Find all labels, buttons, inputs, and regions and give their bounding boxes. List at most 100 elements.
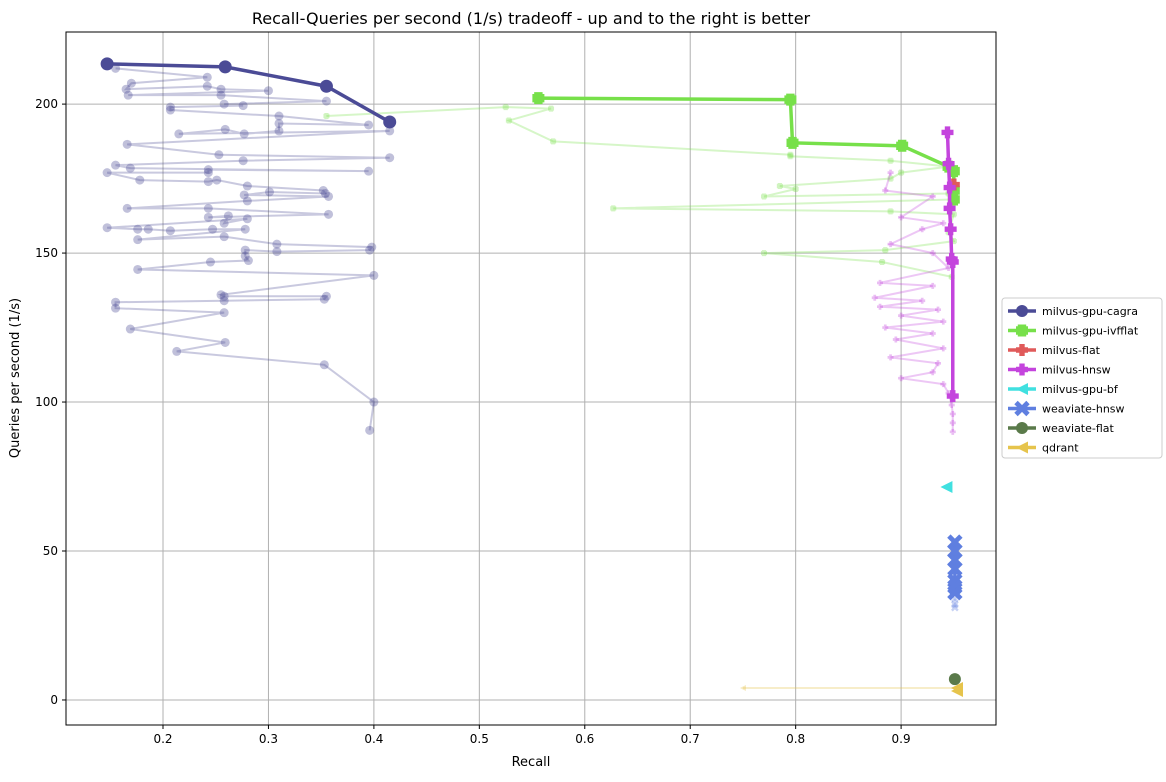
milvus-hnsw-all-point	[929, 369, 936, 376]
milvus-gpu-cagra-all-point	[220, 337, 230, 347]
milvus-gpu-cagra-all-point	[203, 177, 213, 187]
legend-marker-weaviate-hnsw	[1014, 400, 1030, 417]
milvus-hnsw-all-point	[935, 360, 942, 367]
milvus-gpu-cagra-all-point	[223, 211, 233, 221]
milvus-gpu-cagra-all-point	[240, 251, 250, 261]
qdrant-all-point	[739, 685, 746, 692]
x-tick-label: 0.9	[892, 732, 911, 746]
milvus-gpu-cagra-all-point	[203, 168, 213, 178]
milvus-gpu-ivfflat-all-point	[792, 186, 799, 193]
milvus-gpu-cagra-all-point	[203, 212, 213, 222]
milvus-gpu-cagra-all-point	[367, 242, 377, 252]
milvus-gpu-ivfflat-all-point	[505, 117, 512, 124]
milvus-gpu-cagra-all-point	[369, 270, 379, 280]
milvus-gpu-cagra-all-point	[219, 308, 229, 318]
chart-title: Recall-Queries per second (1/s) tradeoff…	[252, 9, 811, 28]
milvus-gpu-cagra-all-point	[220, 124, 230, 134]
milvus-gpu-cagra-all-point	[208, 224, 218, 234]
milvus-gpu-ivfflat-all-point	[776, 183, 783, 190]
milvus-hnsw-frontier-point	[946, 390, 959, 403]
milvus-gpu-cagra-all-point	[274, 126, 284, 136]
milvus-gpu-cagra-all-point	[111, 160, 121, 170]
milvus-hnsw-all-point	[887, 241, 894, 248]
milvus-gpu-cagra-all-point	[274, 118, 284, 128]
milvus-hnsw-all-point	[887, 169, 894, 176]
milvus-gpu-cagra-all-point	[272, 247, 282, 257]
milvus-gpu-cagra-frontier-point	[319, 79, 333, 93]
weaviate-hnsw-all-point	[951, 603, 959, 612]
y-tick-label: 100	[35, 395, 58, 409]
milvus-gpu-cagra-all-point	[212, 175, 222, 185]
legend-marker-weaviate-flat	[1016, 422, 1028, 434]
milvus-gpu-cagra-all-point	[320, 188, 330, 198]
milvus-gpu-cagra-all-point	[365, 245, 375, 255]
milvus-gpu-cagra-all-point	[239, 190, 249, 200]
milvus-hnsw-all-point	[949, 419, 956, 426]
milvus-gpu-cagra-all-point	[122, 203, 132, 213]
weaviate-hnsw-frontier-point	[947, 585, 963, 601]
plot-frame	[65, 31, 997, 726]
milvus-gpu-cagra-all-point	[125, 163, 135, 173]
x-tick-label: 0.6	[575, 732, 594, 746]
milvus-hnsw-all-point	[940, 345, 947, 352]
milvus-gpu-cagra-all-point	[319, 360, 329, 370]
milvus-gpu-cagra-all-point	[274, 111, 284, 121]
milvus-gpu-cagra-all-point	[216, 84, 226, 94]
milvus-gpu-cagra-all-point	[122, 139, 132, 149]
milvus-gpu-ivfflat-frontier-point	[896, 139, 909, 152]
milvus-gpu-ivfflat-all-point	[950, 211, 957, 218]
milvus-gpu-cagra-all-point	[365, 425, 375, 435]
legend: milvus-gpu-cagra milvus-gpu-ivfflat milvus…	[1001, 297, 1163, 459]
milvus-gpu-ivfflat-all-point	[502, 104, 509, 111]
milvus-gpu-cagra-all-point	[205, 257, 215, 267]
milvus-gpu-cagra-all-point	[111, 63, 121, 73]
milvus-gpu-cagra-all-point	[216, 90, 226, 100]
milvus-gpu-ivfflat-frontier-point	[786, 136, 799, 149]
legend-marker-milvus-hnsw	[1015, 363, 1028, 376]
weaviate-hnsw-all-point	[951, 600, 959, 609]
x-tick-label: 0.4	[364, 732, 383, 746]
milvus-gpu-ivfflat-all-line	[326, 106, 956, 278]
milvus-hnsw-all-point	[887, 354, 894, 361]
milvus-gpu-cagra-all-point	[321, 291, 331, 301]
milvus-gpu-ivfflat-frontier-point	[784, 93, 797, 106]
milvus-gpu-cagra-all-point	[219, 232, 229, 242]
legend-marker-milvus-gpu-bf	[1016, 383, 1028, 395]
milvus-gpu-cagra-all-point	[219, 99, 229, 109]
milvus-gpu-cagra-all-point	[364, 166, 374, 176]
legend-label: milvus-gpu-bf	[1042, 383, 1119, 396]
x-tick-label: 0.2	[153, 732, 172, 746]
milvus-hnsw-all-point	[898, 312, 905, 319]
qdrant-frontier-point	[950, 685, 963, 698]
milvus-hnsw-all-point	[877, 303, 884, 310]
milvus-hnsw-all-point	[929, 330, 936, 337]
milvus-gpu-ivfflat-all-point	[761, 193, 768, 200]
legend-label: weaviate-hnsw	[1042, 403, 1125, 416]
milvus-gpu-ivfflat-all-point	[898, 169, 905, 176]
milvus-gpu-ivfflat-all-point	[787, 151, 794, 158]
legend-label: weaviate-flat	[1042, 422, 1115, 435]
y-tick-label: 0	[50, 693, 58, 707]
milvus-gpu-cagra-all-point	[219, 218, 229, 228]
milvus-gpu-cagra-all-point	[172, 346, 182, 356]
milvus-gpu-ivfflat-all-point	[323, 113, 330, 120]
milvus-hnsw-all-point	[919, 297, 926, 304]
milvus-gpu-cagra-all-line	[106, 67, 390, 431]
milvus-gpu-cagra-all-point	[143, 224, 153, 234]
milvus-gpu-ivfflat-frontier-line	[538, 96, 956, 200]
milvus-gpu-cagra-all-point	[125, 324, 135, 334]
milvus-hnsw-all-point	[935, 306, 942, 313]
legend-label: milvus-flat	[1042, 344, 1101, 357]
y-axis-label: Queries per second (1/s)	[8, 298, 23, 458]
milvus-hnsw-all-point	[949, 410, 956, 417]
milvus-gpu-cagra-all-point	[319, 294, 329, 304]
milvus-gpu-cagra-all-point	[165, 102, 175, 112]
milvus-hnsw-frontier-point	[943, 202, 956, 215]
milvus-gpu-ivfflat-all-point	[787, 153, 794, 160]
milvus-hnsw-all-point	[948, 402, 955, 409]
legend-label: milvus-gpu-ivfflat	[1042, 325, 1139, 338]
milvus-gpu-cagra-all-point	[238, 156, 248, 166]
milvus-gpu-cagra-all-point	[324, 209, 334, 219]
y-tick-label: 200	[35, 97, 58, 111]
milvus-hnsw-all-point	[892, 336, 899, 343]
